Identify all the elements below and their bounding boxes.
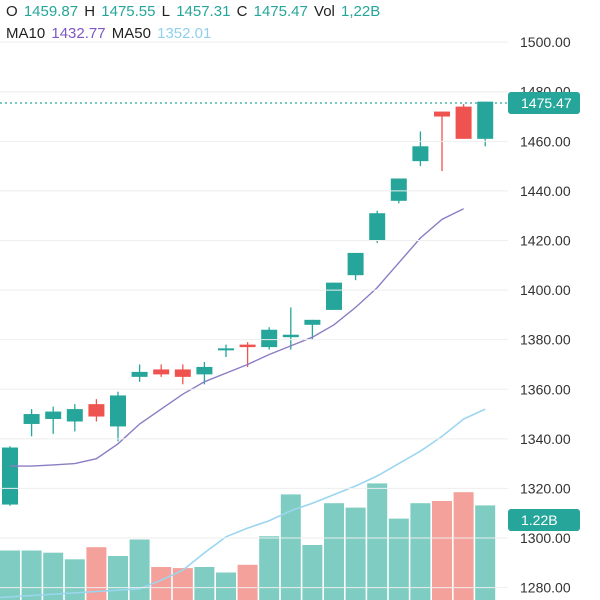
volume-bar <box>129 539 150 600</box>
volume-bar <box>86 547 107 600</box>
candle-body <box>45 411 62 420</box>
candle-body <box>131 371 148 377</box>
candle-body <box>218 348 234 351</box>
candle-body <box>261 329 278 348</box>
volume-bar <box>194 567 215 600</box>
ma50-line <box>139 408 486 590</box>
volume-value: 1,22B <box>341 3 381 20</box>
volume-bar <box>432 501 452 600</box>
y-tick-label: 1460.00 <box>520 133 571 149</box>
price-axis: 1500.001480.001460.001440.001420.001400.… <box>0 34 571 596</box>
candle-body <box>390 178 407 201</box>
y-tick-label: 1360.00 <box>520 381 571 397</box>
ma50-label: MA50 <box>111 25 151 42</box>
volume-bar <box>21 550 42 600</box>
ma50-value: 1352.01 <box>157 25 212 42</box>
candle-body <box>239 344 256 348</box>
high-value: 1475.55 <box>101 3 156 20</box>
ohlc-readout: O 1459.87 H 1475.55 L 1457.31 C 1475.47 … <box>6 3 382 20</box>
candle-body <box>174 369 191 377</box>
open-label: O <box>6 3 18 20</box>
candle-body <box>23 414 40 424</box>
volume-bar <box>151 567 172 600</box>
candle-body <box>282 334 299 338</box>
candle-body <box>347 252 364 276</box>
volume-bar <box>0 550 20 600</box>
last-volume-label: 1.22B <box>521 512 558 528</box>
high-label: H <box>84 3 96 20</box>
y-tick-label: 1440.00 <box>520 183 571 199</box>
ma10-label: MA10 <box>6 25 46 42</box>
y-tick-label: 1400.00 <box>520 282 571 298</box>
ma-readout: MA10 1432.77 MA50 1352.01 <box>6 25 213 42</box>
volume-bar <box>302 545 323 600</box>
last-price-tag <box>508 91 580 114</box>
y-tick-label: 1500.00 <box>520 34 571 50</box>
volume-bar <box>280 494 301 600</box>
volume-bar <box>108 556 128 600</box>
volume-bars <box>0 483 496 600</box>
candles <box>2 101 494 506</box>
y-tick-label: 1340.00 <box>520 431 571 447</box>
y-tick-label: 1300.00 <box>520 530 571 546</box>
volume-bar <box>324 503 344 600</box>
candle-body <box>455 106 472 139</box>
candle-body <box>2 447 18 505</box>
candle-body <box>326 282 342 310</box>
volume-bar <box>475 505 496 600</box>
candle-body <box>110 395 126 427</box>
volume-bar <box>172 568 193 600</box>
volume-bar <box>237 564 258 600</box>
last-price-label: 1475.47 <box>521 95 572 111</box>
y-tick-label: 1420.00 <box>520 232 571 248</box>
candle-body <box>304 319 321 325</box>
candle-body <box>369 213 386 241</box>
moving-averages <box>0 208 486 599</box>
price-tags: 1475.47 1.22B <box>0 91 580 531</box>
candle-body <box>477 101 494 139</box>
volume-label: Vol <box>314 3 335 20</box>
candle-body <box>412 146 429 162</box>
low-label: L <box>161 3 171 20</box>
close-label: C <box>236 3 248 20</box>
y-tick-label: 1380.00 <box>520 332 571 348</box>
open-value: 1459.87 <box>23 3 79 20</box>
y-tick-label: 1320.00 <box>520 480 571 496</box>
candle-body <box>66 409 83 422</box>
candle-body <box>88 404 105 417</box>
last-volume-tag <box>508 509 580 531</box>
volume-bar <box>453 492 474 600</box>
volume-bar <box>64 559 85 600</box>
low-value: 1457.31 <box>176 3 231 20</box>
volume-bar <box>388 518 409 600</box>
ma50-line-lead <box>0 588 140 599</box>
candle-body <box>434 111 450 117</box>
volume-bar <box>216 572 236 600</box>
candle-body <box>196 366 213 375</box>
y-tick-label: 1280.00 <box>520 580 571 596</box>
volume-bar <box>367 483 388 600</box>
volume-bar <box>43 552 64 600</box>
candle-body <box>153 369 170 375</box>
volume-bar <box>259 536 280 600</box>
close-value: 1475.47 <box>253 3 308 20</box>
volume-bar <box>345 507 366 600</box>
ma10-value: 1432.77 <box>51 25 106 42</box>
volume-bar <box>410 503 431 600</box>
ma10-line <box>10 208 464 467</box>
